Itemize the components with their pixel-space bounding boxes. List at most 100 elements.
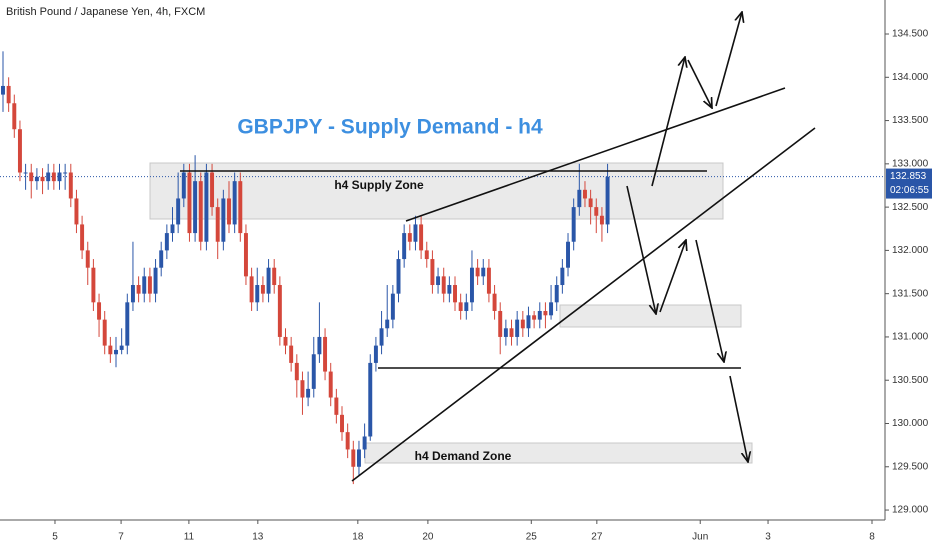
candle-body <box>334 397 339 415</box>
candle-body <box>289 345 294 363</box>
y-tick-label: 133.000 <box>892 158 929 169</box>
candle-body <box>125 302 130 346</box>
x-tick-label: 20 <box>422 532 434 543</box>
candle-body <box>368 362 373 437</box>
candle-body <box>198 181 203 242</box>
candle-body <box>390 293 395 320</box>
candle-body <box>458 302 463 311</box>
x-tick-label: 13 <box>252 532 264 543</box>
candle-body <box>63 172 68 174</box>
candle-body <box>554 285 559 303</box>
annotation: GBPJPY - Supply Demand - h4 <box>237 116 543 139</box>
y-tick-label: 129.000 <box>892 505 929 516</box>
candle-body <box>594 207 599 216</box>
y-tick-label: 134.500 <box>892 29 929 40</box>
candle-body <box>91 267 96 303</box>
candle-body <box>108 345 113 355</box>
candle-body <box>413 224 418 242</box>
x-tick-label: 25 <box>526 532 538 543</box>
x-tick-label: 8 <box>869 532 875 543</box>
candle-body <box>300 380 305 398</box>
candle-body <box>34 176 39 182</box>
candle-body <box>136 285 141 294</box>
candle-body <box>317 336 322 355</box>
candle-body <box>582 189 587 199</box>
candle-body <box>176 198 181 225</box>
arrow <box>729 375 748 462</box>
candle-body <box>80 224 85 251</box>
trend-line <box>351 127 816 482</box>
candle-body <box>447 285 452 294</box>
candle-body <box>345 432 350 450</box>
candle-body <box>272 267 277 286</box>
y-tick-label: 130.000 <box>892 418 929 429</box>
candle-body <box>430 259 435 286</box>
candle-body <box>356 449 361 467</box>
candle-body <box>147 276 152 294</box>
candle-body <box>181 172 186 199</box>
candle-body <box>170 224 175 234</box>
candle-body <box>436 276 441 286</box>
arrow <box>651 57 685 187</box>
candle-body <box>29 172 34 182</box>
candle-body <box>243 233 248 277</box>
candle-body <box>153 267 158 294</box>
y-tick-label: 134.000 <box>892 72 929 83</box>
demand-zone-label: h4 Demand Zone <box>415 449 512 463</box>
candle-body <box>475 267 480 277</box>
candle-body <box>255 285 260 303</box>
y-tick-label: 131.500 <box>892 288 929 299</box>
candle-body <box>469 267 474 303</box>
candle-body <box>164 233 169 251</box>
candle-body <box>130 285 135 303</box>
candle-body <box>486 267 491 294</box>
candle-body <box>260 285 265 294</box>
candle-body <box>396 259 401 294</box>
y-tick-label: 131.000 <box>892 332 929 343</box>
candle-body <box>323 336 328 372</box>
candle-body <box>453 285 457 303</box>
candle-body <box>102 319 107 346</box>
candle-body <box>74 198 79 225</box>
candle-body <box>57 172 62 182</box>
candle-body <box>277 285 282 337</box>
candle-body <box>560 267 565 286</box>
x-tick-label: 7 <box>118 532 124 543</box>
candle-body <box>566 241 570 268</box>
supply-zone-label: h4 Supply Zone <box>334 178 424 192</box>
last-price-label: 132.853 <box>890 171 927 182</box>
candles <box>1 51 610 485</box>
candle-body <box>605 176 610 225</box>
last-price-box <box>886 168 932 199</box>
candle-body <box>68 172 73 199</box>
candle-body <box>40 176 45 182</box>
candle-body <box>119 345 124 350</box>
candle-body <box>385 319 390 329</box>
candle-body <box>17 129 22 173</box>
candle-body <box>249 276 254 303</box>
candle-body <box>588 198 593 208</box>
candle-body <box>520 319 525 329</box>
candle-body <box>114 349 118 355</box>
candle-body <box>227 198 231 225</box>
candle-body <box>311 354 316 389</box>
candle-body <box>142 276 147 294</box>
candle-body <box>85 250 90 268</box>
candle-body <box>481 267 486 277</box>
candle-body <box>509 328 514 337</box>
candle-body <box>464 302 469 311</box>
candle-body <box>402 233 407 260</box>
candle-body <box>577 189 582 208</box>
y-tick-label: 129.500 <box>892 461 929 472</box>
candle-body <box>159 250 164 268</box>
y-tick-label: 133.500 <box>892 115 929 126</box>
candle-body <box>526 315 531 329</box>
candle-body <box>12 103 17 130</box>
channel-upper <box>405 87 786 222</box>
candle-body <box>424 250 429 260</box>
candle-body <box>351 449 356 467</box>
drawings <box>180 12 816 482</box>
candle-body <box>543 310 548 316</box>
